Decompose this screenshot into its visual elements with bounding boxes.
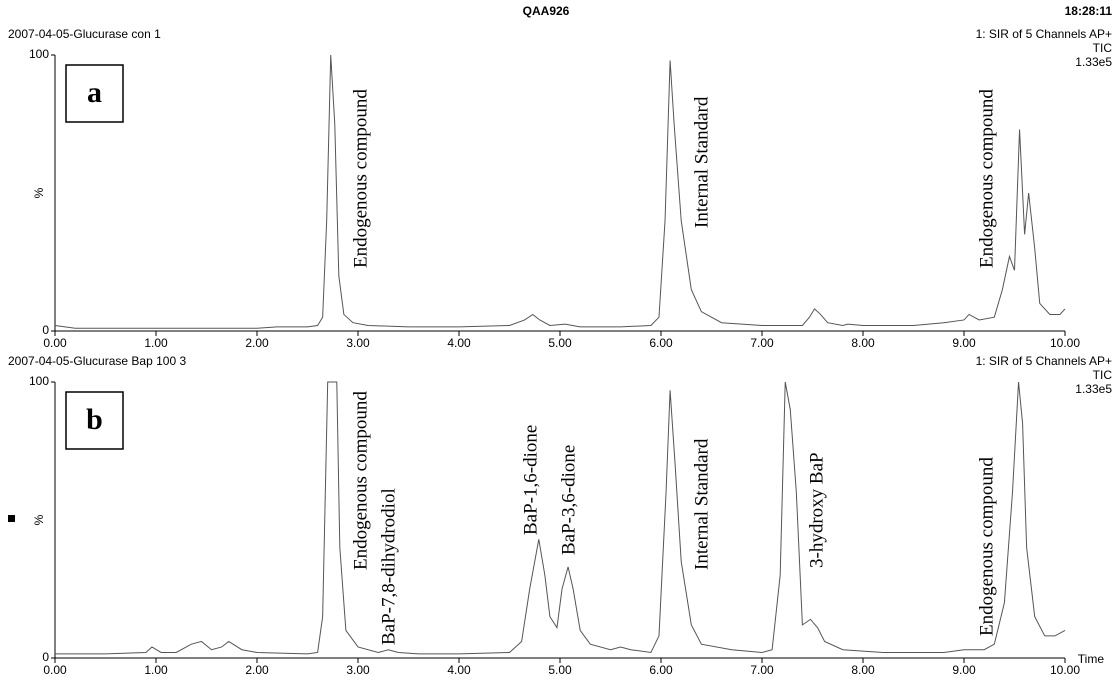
x-tick-label: 0.00 [43, 336, 67, 350]
sample-name: 2007-04-05-Glucurase Bap 100 3 [8, 354, 186, 368]
peak-annotation: 3-hydroxy BaP [806, 452, 827, 568]
x-tick-label: 3.00 [346, 336, 370, 350]
channel-label: 1: SIR of 5 Channels AP+ [976, 354, 1112, 368]
y-tick-label: 100 [29, 374, 49, 388]
peak-annotation: BaP-3,6-dione [558, 445, 579, 555]
marker-square [8, 515, 15, 522]
x-tick-label: 3.00 [346, 663, 370, 677]
x-axis-label: Time [1078, 652, 1105, 666]
x-tick-label: 1.00 [144, 336, 168, 350]
peak-annotation: Endogenous compound [350, 391, 371, 570]
y-axis-label: % [32, 187, 46, 198]
x-tick-label: 7.00 [750, 663, 774, 677]
x-tick-label: 2.00 [245, 336, 269, 350]
trace-label: TIC [1093, 368, 1113, 382]
panel-label-box [65, 391, 124, 450]
panel-label-box [65, 64, 124, 123]
x-tick-label: 10.00 [1050, 663, 1080, 677]
y-axis-label: % [32, 514, 46, 525]
x-tick-label: 8.00 [851, 663, 875, 677]
x-tick-label: 10.00 [1050, 336, 1080, 350]
scale-label: 1.33e5 [1075, 382, 1112, 396]
trace-label: TIC [1093, 41, 1113, 55]
x-tick-label: 9.00 [952, 663, 976, 677]
trace-line [54, 54, 1066, 329]
peak-annotation: Endogenous compound [976, 457, 997, 636]
scale-label: 1.33e5 [1075, 55, 1112, 69]
panel-label: a [87, 76, 102, 109]
y-tick-label: 100 [29, 47, 49, 61]
peak-annotation: Internal Standard [691, 96, 712, 228]
x-tick-label: 6.00 [649, 663, 673, 677]
peak-annotation: Endogenous compound [976, 89, 997, 268]
channel-label: 1: SIR of 5 Channels AP+ [976, 27, 1112, 41]
peak-annotation: Endogenous compound [350, 89, 371, 268]
sample-name: 2007-04-05-Glucurase con 1 [8, 27, 161, 41]
x-tick-label: 5.00 [548, 663, 572, 677]
peak-annotation: Internal Standard [691, 438, 712, 570]
x-tick-label: 4.00 [447, 336, 471, 350]
trace-line [55, 381, 1066, 655]
x-tick-label: 5.00 [548, 336, 572, 350]
x-tick-label: 0.00 [43, 663, 67, 677]
x-tick-label: 2.00 [245, 663, 269, 677]
x-tick-label: 1.00 [144, 663, 168, 677]
y-tick-label: 0 [42, 323, 49, 337]
x-tick-label: 9.00 [952, 336, 976, 350]
peak-annotation: BaP-7,8-dihydrodiol [378, 488, 399, 645]
x-tick-label: 7.00 [750, 336, 774, 350]
y-tick-label: 0 [42, 650, 49, 664]
panel-label: b [86, 403, 103, 436]
x-tick-label: 8.00 [851, 336, 875, 350]
peak-annotation: BaP-1,6-dione [520, 425, 541, 535]
page-title: QAA926 [523, 4, 570, 18]
time-stamp: 18:28:11 [1065, 4, 1113, 18]
x-tick-label: 4.00 [447, 663, 471, 677]
x-tick-label: 6.00 [649, 336, 673, 350]
